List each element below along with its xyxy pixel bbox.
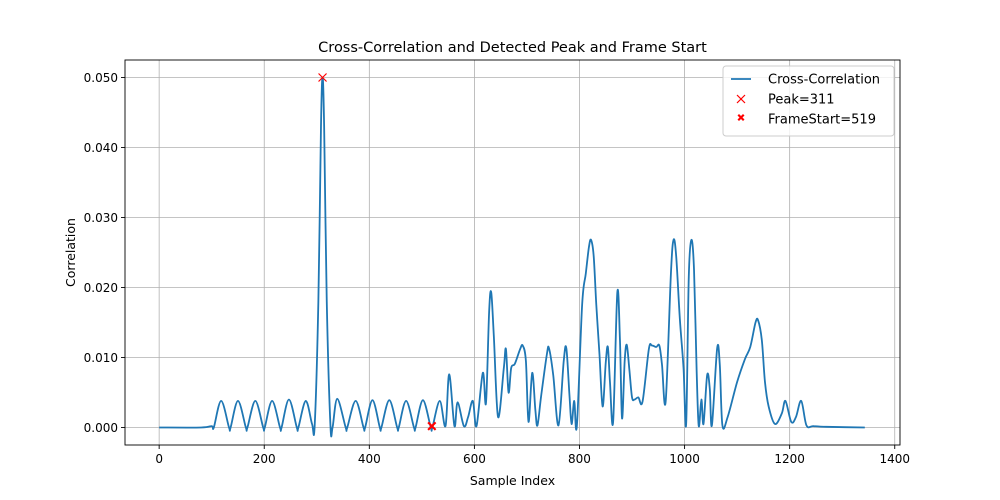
x-tick-label: 1200 [774, 452, 805, 466]
y-tick-label: 0.010 [84, 351, 118, 365]
x-tick-label: 600 [463, 452, 486, 466]
legend-label-cross-correlation: Cross-Correlation [768, 73, 880, 88]
x-tick-label: 800 [568, 452, 591, 466]
legend-label-peak: Peak=311 [768, 93, 835, 108]
y-tick-label: 0.030 [84, 211, 118, 225]
legend-box [722, 65, 895, 137]
x-tick-label: 200 [253, 452, 276, 466]
series-layer [159, 73, 865, 438]
x-axis-label: Sample Index [470, 473, 555, 488]
grid [125, 60, 900, 445]
x-tick-label: 0 [155, 452, 163, 466]
y-axis-label: Correlation [63, 218, 78, 287]
y-tick-label: 0.020 [84, 281, 118, 295]
legend: Cross-Correlation Peak=311 FrameStart=51… [722, 65, 895, 137]
legend-label-frame-start: FrameStart=519 [768, 113, 876, 128]
x-tick-label: 400 [358, 452, 381, 466]
legend-x-marker-icon [736, 94, 746, 104]
x-tick-label: 1400 [879, 452, 910, 466]
chart-title: Cross-Correlation and Detected Peak and … [318, 40, 707, 56]
legend-filled-x-marker-icon [737, 114, 745, 121]
peak-marker [318, 73, 327, 82]
cross-correlation-line [159, 76, 865, 438]
y-tick-label: 0.040 [84, 141, 118, 155]
plot-frame [124, 59, 901, 446]
ticks: 0 200 400 600 800 1000 1200 1400 0.000 0.010 0.020… [84, 71, 910, 466]
frame-start-marker [427, 421, 437, 431]
y-tick-label: 0.050 [84, 71, 118, 85]
y-tick-label: 0.000 [84, 421, 118, 435]
x-tick-label: 1000 [669, 452, 700, 466]
